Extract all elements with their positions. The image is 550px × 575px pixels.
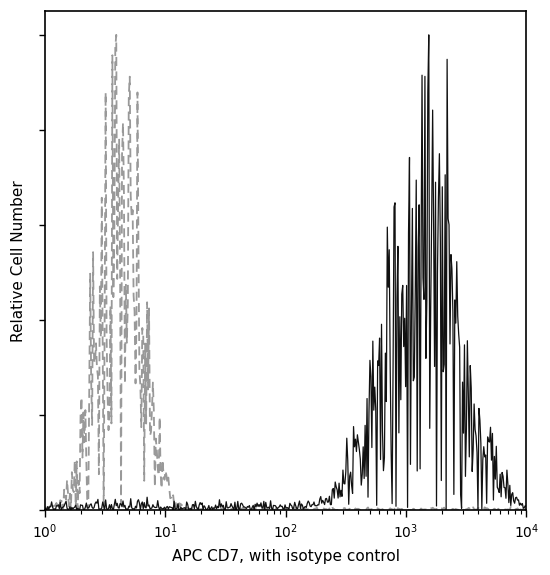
X-axis label: APC CD7, with isotype control: APC CD7, with isotype control bbox=[172, 549, 399, 564]
Y-axis label: Relative Cell Number: Relative Cell Number bbox=[11, 180, 26, 342]
